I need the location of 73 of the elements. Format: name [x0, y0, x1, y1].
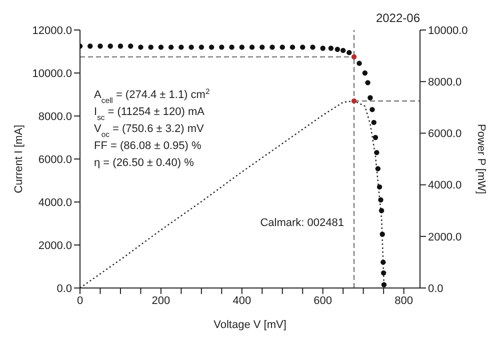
point — [260, 44, 265, 50]
point — [334, 46, 340, 52]
point — [351, 54, 357, 60]
y-tick-label: 2000.0 — [38, 240, 72, 252]
y-tick-label: 4000.0 — [38, 196, 72, 209]
point — [208, 44, 214, 50]
point — [378, 197, 384, 202]
y2-tick-label: 4000.0 — [428, 180, 462, 192]
point — [138, 44, 144, 50]
point — [380, 232, 385, 237]
y-tick-label: 6000.0 — [38, 154, 72, 166]
point — [198, 44, 204, 50]
point — [270, 44, 275, 50]
annotation: V$_{oc}$ = (750.6 ± 3.2) mV — [94, 123, 205, 138]
point — [239, 44, 245, 50]
point — [375, 166, 381, 172]
point — [370, 106, 375, 112]
y2-axis-title: Power P [mW] — [475, 124, 488, 194]
y2-tick-label: 2000.0 — [428, 231, 462, 244]
point — [380, 270, 386, 276]
annotation: Calmark: 002481 — [260, 217, 344, 230]
y2-tick-label: 8000.0 — [428, 76, 462, 89]
point — [346, 50, 352, 56]
y-tick-label: 10000.0 — [32, 68, 72, 80]
point — [372, 134, 378, 140]
point — [98, 44, 103, 49]
x-tick-label: 400 — [232, 294, 252, 307]
chart-title: 2022-06 — [376, 11, 420, 25]
point — [362, 70, 368, 76]
point — [374, 150, 380, 156]
point — [118, 44, 124, 49]
point — [128, 44, 134, 49]
point — [371, 120, 376, 126]
annotation: η = (26.50 ± 0.40) % — [94, 157, 194, 169]
point — [158, 44, 164, 50]
point — [340, 48, 346, 54]
point — [178, 44, 184, 50]
annotation: I$_{sc}$ = (11254 ± 120) mA — [94, 106, 206, 122]
point — [365, 80, 370, 86]
point — [229, 44, 234, 50]
point — [88, 44, 93, 49]
point — [378, 208, 384, 214]
point — [249, 44, 255, 50]
point — [376, 184, 382, 190]
y-axis-title: Current I [mA] — [12, 124, 25, 194]
annotation: FF = (86.08 ± 0.95) % — [94, 140, 202, 152]
point — [290, 44, 296, 50]
point — [310, 44, 316, 50]
x-tick-label: 800 — [394, 294, 413, 307]
point — [148, 44, 154, 50]
y-tick-label: 8000.0 — [38, 110, 72, 123]
y2-tick-label: 6000.0 — [428, 128, 462, 140]
point — [219, 44, 224, 50]
annotation: A$_{cell}$ = (274.4 ± 1.1) cm$^{2}$ — [94, 86, 210, 104]
point — [280, 44, 285, 50]
x-tick-label: 200 — [152, 294, 170, 307]
x-tick-label: 0 — [76, 294, 84, 307]
x-tick-label: 600 — [314, 294, 332, 307]
x-axis-title: Voltage V [mV] — [214, 319, 286, 331]
point — [380, 260, 386, 265]
y-tick-label: 12000.0 — [32, 24, 72, 37]
y2-tick-label: 0.0 — [428, 282, 444, 295]
point — [328, 46, 334, 51]
point — [300, 44, 306, 50]
point — [188, 44, 194, 50]
y2-tick-label: 10000.0 — [428, 24, 468, 37]
y-tick-label: 0.0 — [56, 282, 72, 295]
point — [168, 44, 174, 50]
point — [356, 60, 362, 66]
point — [320, 46, 326, 51]
point — [381, 282, 387, 288]
point — [368, 95, 373, 100]
point — [108, 44, 113, 49]
